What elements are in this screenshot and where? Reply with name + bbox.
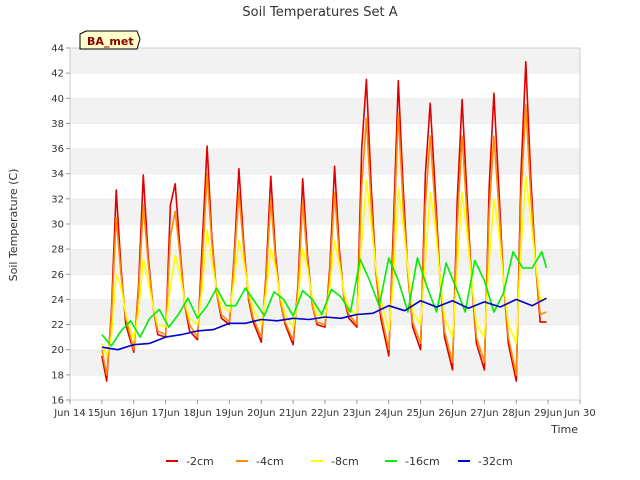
x-tick-label: 23Jun <box>343 408 371 419</box>
y-tick-label: 34 <box>51 169 64 180</box>
y-tick-label: 20 <box>51 345 64 356</box>
x-tick-label: 15Jun <box>88 408 116 419</box>
station-badge: BA_met <box>79 30 141 50</box>
grid-band <box>70 349 580 375</box>
y-tick-label: 22 <box>51 320 64 331</box>
x-tick-label: 24Jun <box>375 408 403 419</box>
grid-band <box>70 274 580 300</box>
y-tick-label: 30 <box>51 220 64 231</box>
legend-label: -8cm <box>331 455 359 468</box>
grid-band <box>70 73 580 99</box>
y-tick-label: 18 <box>51 370 64 381</box>
series-line--16cm <box>101 250 548 347</box>
y-tick-label: 26 <box>51 270 64 281</box>
legend-label: -16cm <box>405 455 440 468</box>
x-tick-label: 20Jun <box>247 408 275 419</box>
legend-label: -4cm <box>256 455 284 468</box>
y-tick-label: 16 <box>51 396 64 407</box>
x-tick-label: 16Jun <box>120 408 148 419</box>
x-tick-label: 22Jun <box>311 408 339 419</box>
x-tick-label: 29Jun <box>534 408 562 419</box>
y-tick-label: 32 <box>51 194 64 205</box>
legend-label: -2cm <box>186 455 214 468</box>
x-tick-label: 28Jun <box>502 408 530 419</box>
legend-label: -32cm <box>478 455 513 468</box>
x-tick-label: Jun 30 <box>563 408 596 419</box>
legend: -2cm -4cm -8cm -16cm -32cm <box>166 455 513 468</box>
grid-band <box>70 98 580 124</box>
grid-band <box>70 148 580 174</box>
grid-band <box>70 123 580 149</box>
y-axis-label: Soil Temperature (C) <box>7 169 20 282</box>
y-tick-label: 36 <box>51 144 64 155</box>
x-tick-label: Jun 14 <box>53 408 86 419</box>
y-tick-label: 24 <box>51 295 64 306</box>
grid-band <box>70 224 580 250</box>
y-axis-ticks: 16 18 20 22 24 26 28 30 32 34 36 38 40 42 44 <box>51 44 70 407</box>
x-tick-label: 27Jun <box>470 408 498 419</box>
grid-band <box>70 48 580 74</box>
series-layer <box>101 60 548 382</box>
x-tick-label: 19Jun <box>215 408 243 419</box>
badge-label: BA_met <box>87 35 134 48</box>
chart-title: Soil Temperatures Set A <box>242 5 397 20</box>
x-tick-label: 26Jun <box>438 408 466 419</box>
x-axis-label: Time <box>550 423 578 436</box>
x-tick-label: 17Jun <box>151 408 179 419</box>
badge-box <box>79 30 141 50</box>
x-tick-label: 25Jun <box>406 408 434 419</box>
grid-band <box>70 324 580 350</box>
x-axis-ticks: Jun 14 15Jun 16Jun 17Jun 18Jun 19Jun 20Jun 21Ju… <box>53 400 596 419</box>
y-tick-label: 44 <box>51 44 64 55</box>
x-tick-label: 21Jun <box>279 408 307 419</box>
x-tick-label: 18Jun <box>183 408 211 419</box>
grid-band <box>70 173 580 199</box>
y-tick-label: 28 <box>51 245 64 256</box>
y-tick-label: 38 <box>51 119 64 130</box>
y-tick-label: 42 <box>51 69 64 80</box>
grid-band <box>70 249 580 275</box>
y-tick-label: 40 <box>51 94 64 105</box>
grid-band <box>70 374 580 400</box>
series-line--32cm <box>101 297 547 351</box>
